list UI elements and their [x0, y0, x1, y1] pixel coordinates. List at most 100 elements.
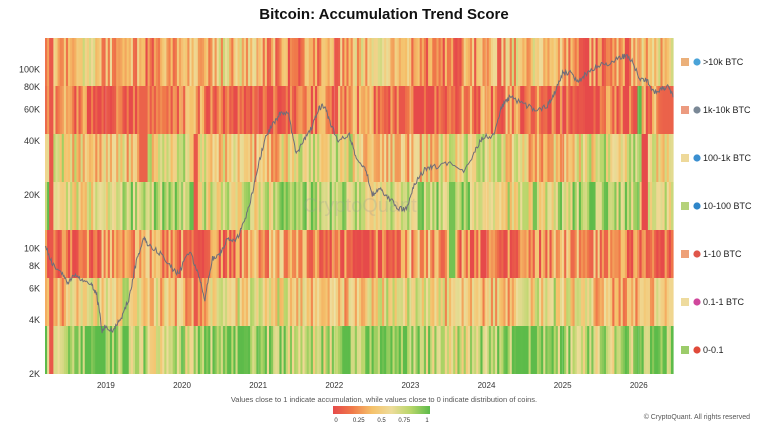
heat-cell	[245, 182, 249, 230]
heat-cell	[55, 278, 59, 326]
heat-cell	[346, 326, 350, 374]
heat-cell	[463, 278, 467, 326]
heat-cell	[641, 278, 645, 326]
heat-cell	[128, 182, 132, 230]
heat-cell	[239, 278, 243, 326]
heat-cell	[317, 326, 320, 374]
heat-cell	[82, 182, 86, 230]
heat-cell	[415, 182, 419, 230]
heat-cell	[143, 326, 147, 374]
heat-cell	[139, 182, 142, 230]
heat-cell	[518, 326, 521, 374]
heat-cell	[572, 326, 576, 374]
heat-cell	[631, 326, 634, 374]
heat-cell	[218, 278, 222, 326]
heat-cell	[434, 38, 438, 86]
heat-cell	[440, 134, 444, 182]
heat-cell	[225, 134, 228, 182]
heat-cell	[413, 134, 417, 182]
heat-cell	[193, 134, 197, 182]
heat-cell	[237, 182, 241, 230]
heat-cell	[478, 134, 482, 182]
heat-cell	[645, 38, 649, 86]
heat-cell	[631, 182, 634, 230]
heat-cell	[595, 38, 599, 86]
heat-cell	[109, 134, 113, 182]
heat-cell	[660, 326, 664, 374]
heat-cell	[666, 134, 670, 182]
heat-cell	[488, 182, 492, 230]
colorbar-tick-label: 0	[334, 418, 338, 424]
heat-cell	[308, 86, 312, 134]
heat-cell	[225, 86, 228, 134]
heat-cell	[626, 182, 630, 230]
heat-cell	[649, 182, 653, 230]
heat-cell	[95, 86, 98, 134]
heat-cell	[629, 134, 632, 182]
heat-cell	[120, 134, 124, 182]
heat-cell	[513, 38, 517, 86]
heat-cell	[400, 134, 404, 182]
heat-cell	[53, 134, 57, 182]
heat-cell	[105, 326, 109, 374]
heat-cell	[576, 278, 580, 326]
heat-cell	[453, 134, 456, 182]
heat-cell	[603, 134, 607, 182]
heat-cell	[585, 278, 588, 326]
heat-cell	[296, 38, 299, 86]
heat-cell	[616, 134, 620, 182]
heat-cell	[658, 230, 662, 278]
heat-cell	[400, 230, 404, 278]
heat-cell	[47, 38, 50, 86]
heat-cell	[601, 38, 605, 86]
heat-cell	[656, 134, 659, 182]
heat-cell	[553, 230, 557, 278]
heat-cell	[304, 38, 308, 86]
heat-cell	[608, 134, 611, 182]
heat-cell	[564, 86, 567, 134]
heat-cell	[511, 182, 515, 230]
heat-cell	[359, 278, 362, 326]
heat-cell	[210, 278, 214, 326]
heat-cell	[664, 38, 668, 86]
heat-cell	[377, 86, 381, 134]
heat-cell	[373, 278, 377, 326]
heat-cell	[176, 182, 180, 230]
heat-cell	[570, 182, 574, 230]
heat-cell	[499, 134, 502, 182]
heat-cell	[252, 278, 255, 326]
heat-cell	[135, 326, 138, 374]
heat-cell	[310, 182, 314, 230]
heat-cell	[618, 86, 622, 134]
heat-cell	[457, 326, 461, 374]
heat-cell	[248, 38, 251, 86]
heat-cell	[488, 134, 492, 182]
heat-cell	[463, 86, 467, 134]
heat-cell	[84, 86, 88, 134]
heat-cell	[664, 278, 668, 326]
heat-cell	[289, 278, 293, 326]
heat-cell	[532, 134, 536, 182]
heat-cell	[367, 326, 371, 374]
heat-cell	[88, 278, 92, 326]
heat-cell	[446, 134, 450, 182]
heat-cell	[283, 38, 287, 86]
heat-cell	[99, 86, 103, 134]
heat-cell	[76, 38, 80, 86]
heat-cell	[277, 38, 281, 86]
heat-cell	[417, 86, 421, 134]
heat-cell	[436, 38, 440, 86]
heat-cell	[574, 278, 578, 326]
heat-cell	[365, 86, 368, 134]
heat-cell	[210, 134, 214, 182]
heat-cell	[668, 326, 672, 374]
heat-cell	[606, 326, 609, 374]
heat-cell	[63, 182, 67, 230]
heat-cell	[153, 278, 157, 326]
heat-cell	[222, 86, 226, 134]
heat-cell	[359, 182, 362, 230]
heat-cell	[241, 326, 245, 374]
heat-cell	[469, 230, 473, 278]
heat-cell	[455, 182, 458, 230]
y-tick-label: 20K	[24, 190, 40, 200]
